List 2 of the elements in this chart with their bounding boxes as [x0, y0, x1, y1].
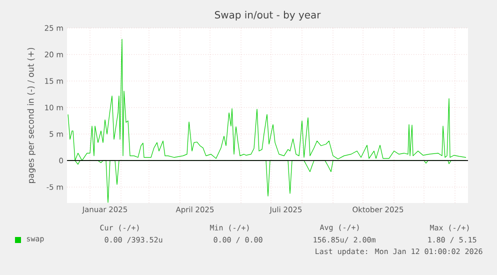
y-axis-title: pages per second in (-) / out (+)	[27, 48, 36, 183]
chart-title: Swap in/out - by year	[214, 10, 321, 21]
